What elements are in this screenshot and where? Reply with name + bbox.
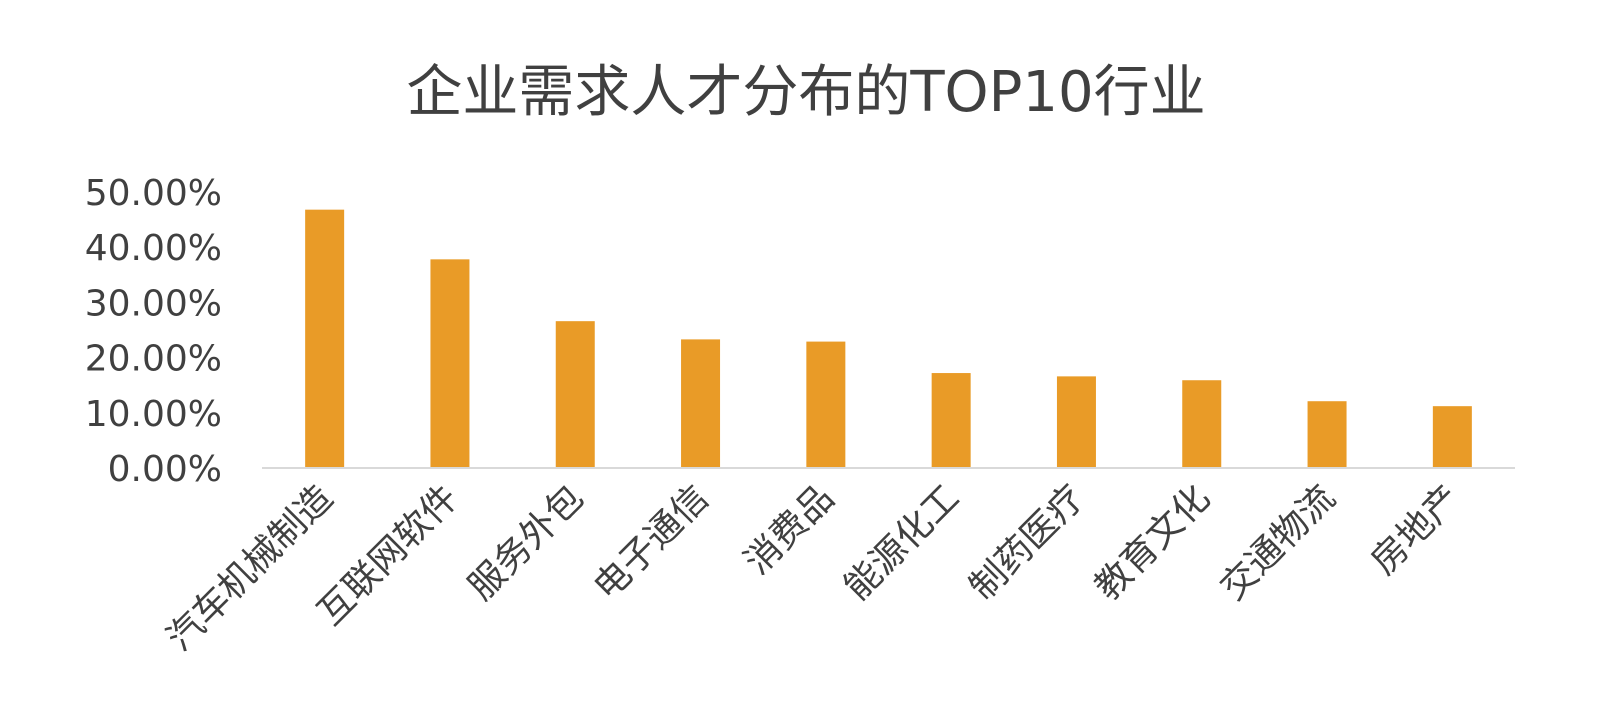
- bar: [806, 341, 846, 468]
- x-tick-label: 交通物流: [1213, 477, 1344, 608]
- y-tick-label: 20.00%: [85, 339, 222, 380]
- chart-title: 企业需求人才分布的TOP10行业: [406, 60, 1205, 125]
- bar: [1432, 406, 1472, 468]
- x-tick-label: 服务外包: [461, 477, 592, 608]
- x-tick-label: 教育文化: [1087, 477, 1218, 608]
- x-tick-label: 电子通信: [586, 477, 717, 608]
- bar: [1056, 376, 1096, 468]
- y-tick-label: 10.00%: [85, 394, 222, 435]
- y-tick-label: 30.00%: [85, 283, 222, 324]
- bar: [305, 209, 345, 468]
- y-axis-ticks: 0.00% 10.00% 20.00% 30.00% 40.00% 50.00%: [85, 173, 222, 490]
- x-tick-label: 消费品: [737, 477, 842, 582]
- bar: [430, 259, 470, 468]
- y-tick-label: 50.00%: [85, 173, 222, 214]
- x-tick-label: 汽车机械制造: [159, 477, 341, 659]
- bars: [305, 209, 1472, 468]
- y-tick-label: 0.00%: [108, 449, 222, 490]
- bar: [931, 373, 971, 468]
- bar: [1182, 380, 1222, 468]
- bar: [555, 321, 595, 468]
- x-tick-label: 制药医疗: [962, 477, 1093, 608]
- x-tick-label: 能源化工: [837, 477, 968, 608]
- y-tick-label: 40.00%: [85, 228, 222, 269]
- x-tick-label: 房地产: [1363, 477, 1468, 582]
- bar: [681, 339, 721, 468]
- bar: [1307, 401, 1347, 468]
